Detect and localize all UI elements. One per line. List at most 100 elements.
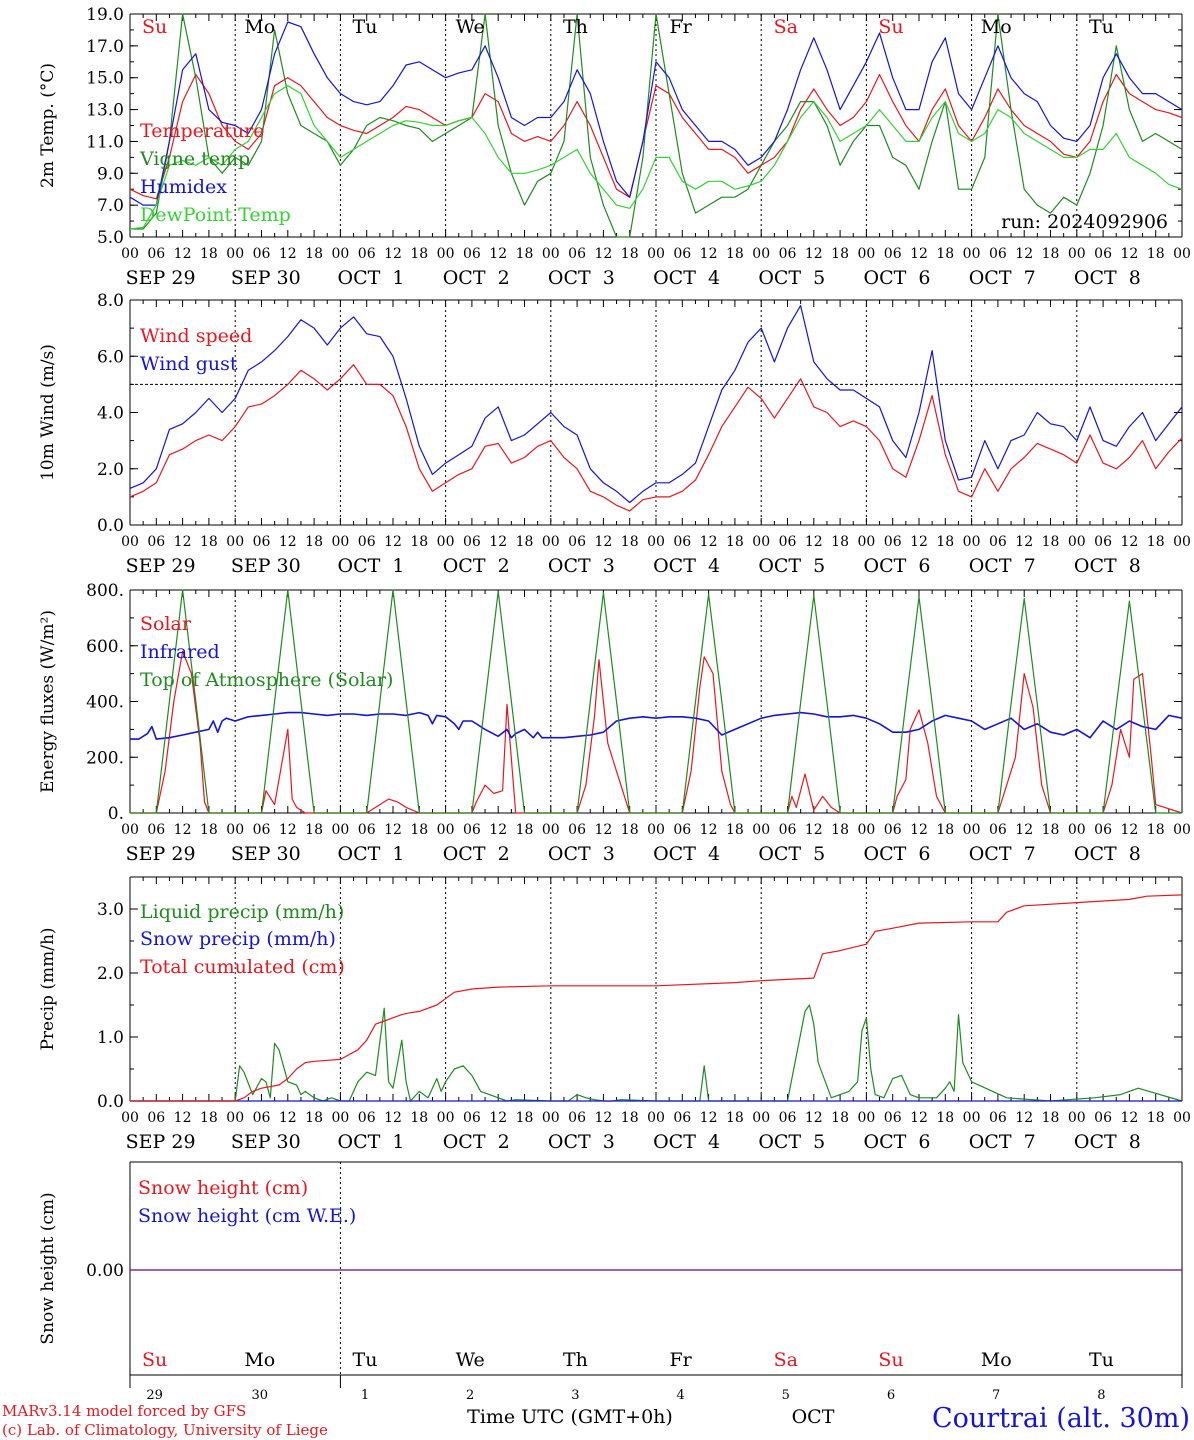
hour-tick-label: 18: [726, 534, 744, 550]
y-tick-label: 4.0: [97, 404, 124, 424]
hour-tick-label: 06: [463, 246, 481, 262]
date-label: OCT 2: [443, 267, 510, 289]
hour-tick-label: 06: [989, 534, 1007, 550]
hour-tick-label: 18: [410, 534, 428, 550]
hour-tick-label: 12: [384, 534, 402, 550]
hour-tick-label: 00: [331, 246, 349, 262]
hour-tick-label: 12: [279, 822, 297, 838]
hour-tick-label: 18: [936, 534, 954, 550]
hour-tick-label: 12: [1015, 822, 1033, 838]
legend-entry: Infrared: [140, 641, 220, 663]
y-tick-label: 15.0: [86, 69, 124, 89]
date-label: OCT 3: [548, 843, 615, 865]
hour-tick-label: 00: [331, 822, 349, 838]
day-number: 8: [1097, 1388, 1105, 1403]
date-label: SEP 29: [126, 555, 196, 577]
bottom-day-label: Th: [563, 1349, 588, 1371]
hour-tick-label: 12: [594, 1110, 612, 1126]
hour-tick-label: 06: [463, 1110, 481, 1126]
date-label: SEP 29: [126, 843, 196, 865]
hour-tick-label: 00: [752, 1110, 770, 1126]
series-line-wind-speed: [129, 364, 1183, 512]
bottom-day-label: We: [456, 1349, 485, 1371]
lab-credit: (c) Lab. of Climatology, University of L…: [2, 1421, 328, 1439]
hour-tick-label: 06: [1094, 1110, 1112, 1126]
y-tick-label: 0.0: [97, 1092, 124, 1112]
y-tick-label: 1.0: [97, 1028, 124, 1048]
hour-tick-label: 00: [226, 822, 244, 838]
hour-tick-label: 00: [1173, 534, 1191, 550]
hour-tick-label: 06: [568, 246, 586, 262]
hour-tick-label: 18: [936, 822, 954, 838]
run-annotation: run: 2024092906: [1001, 211, 1168, 233]
legend-entry: Snow height (cm): [138, 1177, 308, 1199]
hour-tick-label: 12: [1120, 1110, 1138, 1126]
hour-tick-label: 12: [489, 1110, 507, 1126]
hour-tick-label: 00: [1068, 1110, 1086, 1126]
day-number: 6: [887, 1388, 895, 1403]
hour-tick-label: 06: [253, 534, 271, 550]
date-label: OCT 8: [1074, 555, 1141, 577]
y-tick-label: 11.0: [86, 132, 124, 152]
hour-tick-label: 00: [647, 1110, 665, 1126]
series-line-humidex: [129, 21, 1183, 206]
hour-tick-label: 00: [857, 534, 875, 550]
date-label: OCT 1: [338, 555, 405, 577]
date-label: OCT 5: [758, 1131, 825, 1153]
hour-tick-label: 00: [857, 1110, 875, 1126]
hour-tick-label: 18: [621, 246, 639, 262]
hour-tick-label: 12: [910, 822, 928, 838]
date-label: OCT 5: [758, 555, 825, 577]
bottom-day-label: Tu: [353, 1349, 378, 1371]
hour-tick-label: 12: [1015, 246, 1033, 262]
hour-tick-label: 18: [200, 534, 218, 550]
y-tick-label: 400.: [86, 693, 124, 713]
hour-tick-label: 18: [305, 1110, 323, 1126]
y-tick-label: 6.0: [97, 347, 124, 367]
date-label: OCT 2: [443, 1131, 510, 1153]
date-label: OCT 7: [969, 267, 1036, 289]
date-label: OCT 3: [548, 267, 615, 289]
date-label: SEP 30: [231, 843, 301, 865]
hour-tick-label: 00: [226, 246, 244, 262]
hour-tick-label: 18: [200, 822, 218, 838]
hour-tick-label: 12: [700, 534, 718, 550]
top-day-label: Tu: [1089, 16, 1114, 38]
hour-tick-label: 00: [331, 1110, 349, 1126]
hour-tick-label: 06: [1094, 822, 1112, 838]
hour-tick-label: 18: [936, 1110, 954, 1126]
hour-tick-label: 12: [700, 1110, 718, 1126]
hour-tick-label: 06: [147, 1110, 165, 1126]
y-tick-label: 17.0: [86, 37, 124, 57]
date-label: OCT 4: [653, 555, 720, 577]
hour-tick-label: 18: [831, 534, 849, 550]
day-number: 30: [252, 1388, 269, 1403]
hour-tick-label: 18: [726, 822, 744, 838]
hour-tick-label: 12: [805, 534, 823, 550]
hour-tick-label: 18: [621, 534, 639, 550]
hour-tick-label: 06: [989, 1110, 1007, 1126]
date-label: OCT 4: [653, 1131, 720, 1153]
date-label: OCT 6: [864, 267, 931, 289]
hour-tick-label: 00: [437, 822, 455, 838]
date-label: OCT 3: [548, 555, 615, 577]
hour-tick-label: 18: [1042, 534, 1060, 550]
hour-tick-label: 18: [936, 246, 954, 262]
hour-tick-label: 12: [805, 822, 823, 838]
bottom-day-label: Fr: [669, 1349, 692, 1371]
hour-tick-label: 00: [331, 534, 349, 550]
hour-tick-label: 00: [857, 246, 875, 262]
date-label: OCT 1: [338, 267, 405, 289]
bottom-day-label: Tu: [1089, 1349, 1114, 1371]
hour-tick-label: 00: [752, 534, 770, 550]
hour-tick-label: 00: [1173, 246, 1191, 262]
model-credit: MARv3.14 model forced by GFS: [2, 1402, 246, 1420]
legend-entry: Temperature: [140, 120, 264, 142]
hour-tick-label: 06: [1094, 246, 1112, 262]
date-label: OCT 4: [653, 843, 720, 865]
hour-tick-label: 06: [147, 822, 165, 838]
legend-entry: Snow height (cm W.E.): [138, 1205, 356, 1227]
y-tick-label: 5.0: [97, 228, 124, 248]
hour-tick-label: 00: [437, 246, 455, 262]
hour-tick-label: 12: [279, 534, 297, 550]
